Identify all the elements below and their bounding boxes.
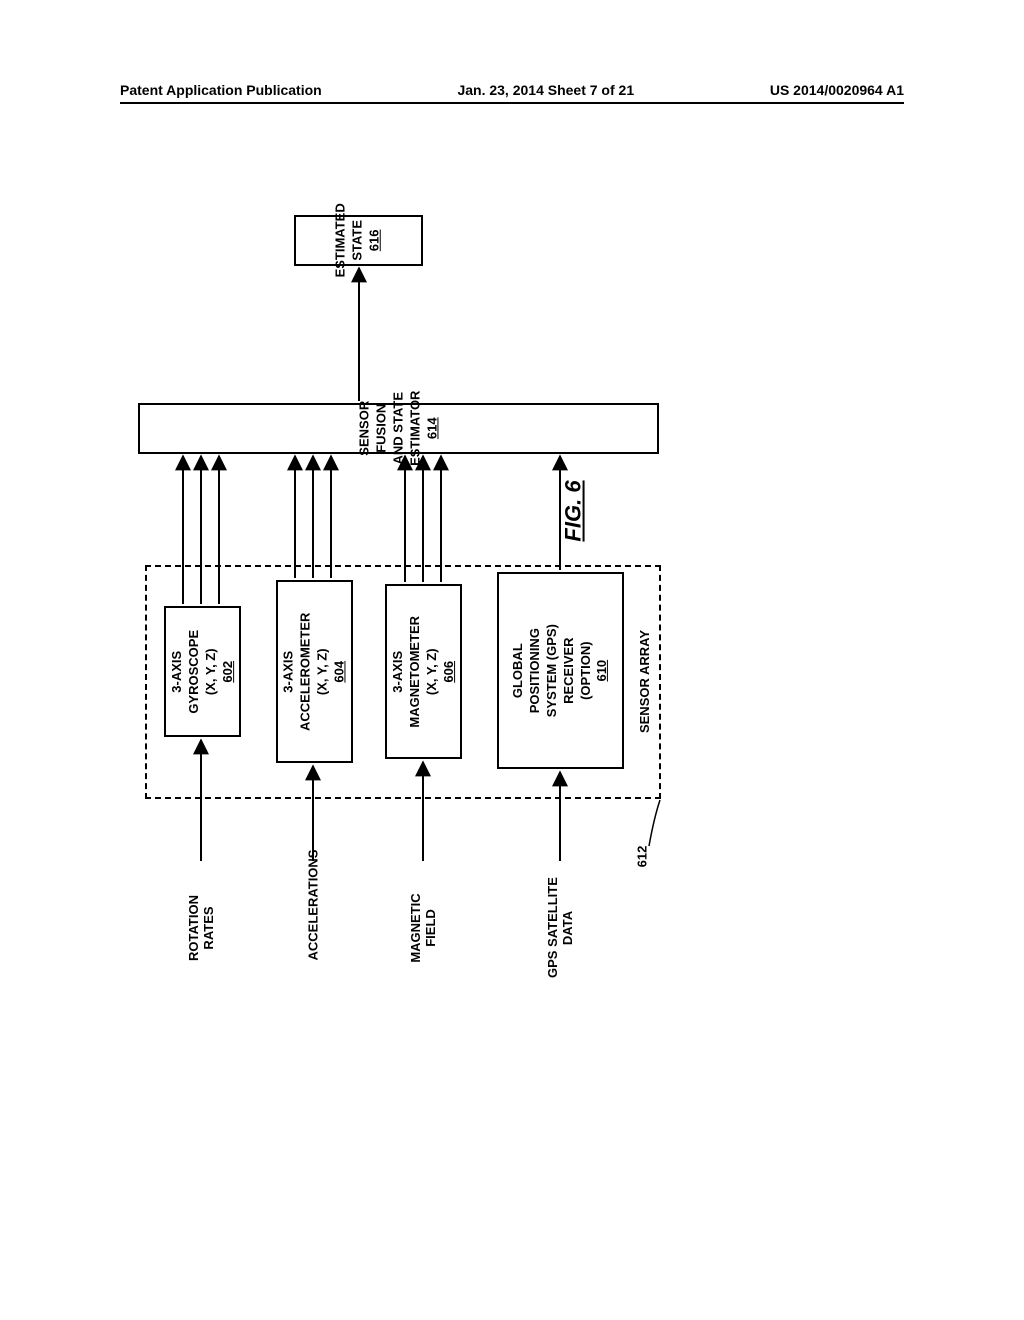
node-mag-label: 3-AXISMAGNETOMETER(X, Y, Z)606	[390, 616, 458, 728]
node-accel: 3-AXISACCELEROMETER(X, Y, Z)604	[276, 580, 353, 763]
input-label-0: ROTATIONRATES	[186, 878, 216, 978]
sensor-array-label: SENSOR ARRAY	[637, 630, 652, 733]
node-gps-label: GLOBALPOSITIONINGSYSTEM (GPS)RECEIVER(OP…	[510, 624, 611, 717]
node-state: ESTIMATEDSTATE616	[294, 215, 423, 266]
diagram-container: SENSOR ARRAY 612 3-AXISGYROSCOPE(X, Y, Z)6…	[128, 178, 896, 1098]
node-gyro: 3-AXISGYROSCOPE(X, Y, Z)602	[164, 606, 241, 737]
header-left: Patent Application Publication	[120, 82, 322, 98]
sensor-array-ref: 612	[634, 846, 649, 868]
node-gps: GLOBALPOSITIONINGSYSTEM (GPS)RECEIVER(OP…	[497, 572, 624, 769]
node-fusion-label: SENSORFUSIONAND STATEESTIMATOR614	[356, 391, 440, 466]
node-mag: 3-AXISMAGNETOMETER(X, Y, Z)606	[385, 584, 462, 759]
node-state-label: ESTIMATEDSTATE616	[333, 203, 384, 277]
input-label-1: ACCELERATIONS	[306, 861, 321, 961]
page-header: Patent Application Publication Jan. 23, …	[120, 82, 904, 98]
node-fusion: SENSORFUSIONAND STATEESTIMATOR614	[138, 403, 659, 454]
node-gyro-label: 3-AXISGYROSCOPE(X, Y, Z)602	[169, 630, 237, 714]
header-rule	[120, 102, 904, 104]
figure-label: FIG. 6	[561, 480, 587, 541]
header-center: Jan. 23, 2014 Sheet 7 of 21	[457, 82, 634, 98]
input-label-2: MAGNETICFIELD	[408, 878, 438, 978]
node-accel-label: 3-AXISACCELEROMETER(X, Y, Z)604	[281, 612, 349, 730]
input-label-3: GPS SATELLITEDATA	[545, 878, 575, 978]
header-right: US 2014/0020964 A1	[770, 82, 904, 98]
